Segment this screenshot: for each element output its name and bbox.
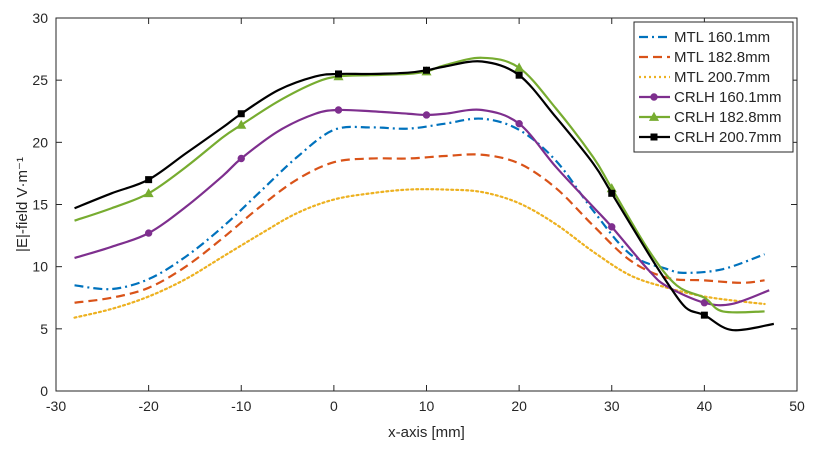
x-tick-label: -20 [139, 398, 159, 414]
data-point-marker [143, 188, 154, 198]
x-tick-label: 40 [697, 398, 713, 414]
x-axis-label: x-axis [mm] [388, 424, 465, 441]
x-tick-label: 30 [604, 398, 620, 414]
x-tick-label: 10 [419, 398, 435, 414]
y-tick-label: 25 [32, 72, 48, 88]
data-point-marker [515, 71, 523, 79]
legend-entry: CRLH 200.7mm [639, 129, 782, 146]
data-point-marker [144, 229, 153, 237]
series-layer [73, 56, 775, 332]
y-tick-label: 10 [32, 259, 48, 275]
y-tick-label: 30 [32, 10, 48, 26]
data-point-marker [700, 311, 708, 319]
legend-marker [650, 133, 658, 141]
series-crlh-160-1mm [74, 106, 770, 307]
data-point-marker [237, 154, 245, 163]
data-point-marker [515, 119, 523, 128]
axes-layer: -30 -20 -10 0 10 20 30 40 50 0 5 10 15 20 25 30 x-axis [… [14, 10, 805, 441]
series-mtl-200-7mm [73, 188, 766, 319]
data-point-marker [422, 111, 431, 119]
data-point-marker [237, 110, 245, 118]
data-point-marker [608, 223, 616, 231]
x-tick-label: -10 [231, 398, 251, 414]
y-tick-label: 0 [40, 383, 48, 399]
legend-entry: CRLH 160.1mm [639, 89, 782, 106]
data-point-marker [700, 299, 709, 307]
legend-label: CRLH 200.7mm [674, 129, 782, 146]
y-tick-label: 5 [40, 321, 48, 337]
legend-label: MTL 160.1mm [674, 29, 770, 46]
x-tick-label: 50 [789, 398, 805, 414]
legend-marker [648, 111, 660, 121]
y-tick-label: 15 [32, 197, 48, 213]
legend: MTL 160.1mm MTL 182.8mm MTL 200.7mm CRLH 16… [633, 21, 794, 153]
series-crlh-200-7mm [74, 60, 775, 332]
series-mtl-160-1mm [74, 117, 765, 291]
series-line [74, 117, 765, 291]
legend-marker [650, 93, 658, 101]
data-point-marker [423, 66, 430, 74]
legend-label: CRLH 160.1mm [674, 89, 782, 106]
series-line [74, 60, 775, 332]
y-tick-label: 20 [32, 134, 48, 150]
data-point-marker [145, 176, 153, 184]
x-tick-label: 0 [330, 398, 338, 414]
data-point-marker [335, 70, 343, 78]
y-axis-label: |E|-field V·m⁻¹ [14, 157, 31, 252]
legend-label: MTL 200.7mm [674, 69, 770, 86]
legend-entry: CRLH 182.8mm [639, 109, 782, 126]
legend-label: MTL 182.8mm [674, 49, 770, 66]
legend-entry: MTL 182.8mm [639, 49, 770, 66]
x-tick-label: -30 [46, 398, 66, 414]
x-tick-label: 20 [511, 398, 527, 414]
legend-label: CRLH 182.8mm [674, 109, 782, 126]
data-point-marker [514, 62, 525, 72]
data-point-marker [236, 119, 247, 129]
legend-entry: MTL 200.7mm [639, 69, 770, 86]
data-point-marker [334, 106, 343, 114]
series-line [73, 188, 766, 319]
legend-box [633, 21, 794, 153]
legend-entry: MTL 160.1mm [639, 29, 770, 46]
data-point-marker [608, 189, 616, 197]
